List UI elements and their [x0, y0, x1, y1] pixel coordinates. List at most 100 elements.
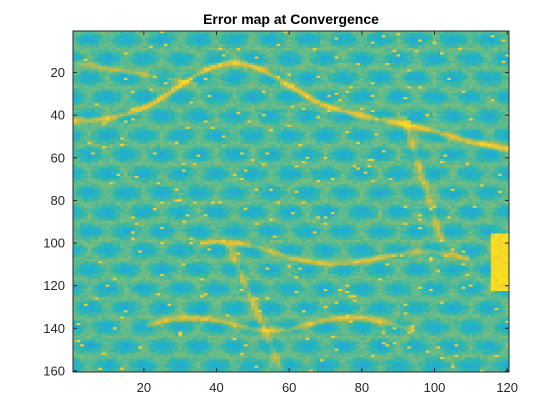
heatmap-cell: [261, 84, 266, 87]
heatmap-cell: [254, 62, 259, 66]
heatmap-cell: [483, 116, 488, 119]
heatmap-cell: [149, 69, 154, 72]
heatmap-cell: [214, 73, 219, 77]
heatmap-cell: [469, 50, 474, 53]
heatmap-cell: [312, 37, 317, 40]
heatmap-cell: [225, 50, 230, 53]
heatmap-cell: [138, 88, 143, 92]
heatmap-cell: [251, 35, 256, 38]
heatmap-cell: [461, 80, 466, 83]
heatmap-cell: [73, 58, 77, 62]
heatmap-cell: [167, 60, 172, 64]
heatmap-cell: [98, 73, 103, 77]
heatmap-cell: [261, 39, 266, 42]
heatmap-cell: [152, 75, 157, 79]
heatmap-cell: [320, 33, 325, 36]
heatmap-cell: [87, 107, 92, 111]
heatmap-cell: [182, 99, 186, 102]
heatmap-cell: [145, 86, 150, 89]
heatmap-cell: [465, 73, 470, 77]
heatmap-cell: [439, 94, 444, 98]
heatmap-cell: [349, 90, 354, 94]
heatmap-cell: [94, 33, 99, 36]
heatmap-cell: [182, 45, 186, 49]
heatmap-cell: [182, 58, 186, 62]
heatmap-cell: [469, 114, 474, 117]
heatmap-cell: [429, 109, 434, 113]
heatmap-cell: [80, 82, 85, 85]
heatmap-cell: [283, 62, 288, 66]
heatmap-cell: [414, 84, 419, 87]
heatmap-cell: [163, 48, 168, 51]
heatmap-cell: [309, 56, 314, 60]
heatmap-cell: [123, 88, 128, 92]
heatmap-cell: [298, 99, 303, 102]
heatmap-cell: [298, 111, 303, 115]
heatmap-cell: [432, 50, 437, 53]
heatmap-cell: [254, 73, 259, 77]
heatmap-cell: [407, 84, 412, 87]
heatmap-cell: [494, 71, 499, 74]
heatmap-cell: [287, 48, 292, 51]
heatmap-cell: [145, 31, 150, 34]
heatmap-cell: [443, 114, 448, 117]
heatmap-cell: [407, 50, 412, 53]
heatmap-cell: [301, 69, 306, 72]
heatmap-cell: [323, 109, 328, 113]
heatmap-cell: [323, 67, 328, 70]
heatmap-cell: [352, 58, 357, 62]
heatmap-cell: [490, 88, 495, 92]
heatmap-cell: [312, 43, 317, 47]
heatmap-cell: [203, 107, 208, 111]
heatmap-cell: [87, 82, 92, 85]
heatmap-cell: [479, 99, 484, 102]
heatmap-cell: [407, 73, 412, 77]
heatmap-cell: [334, 118, 339, 121]
heatmap-cell: [454, 88, 459, 92]
heatmap-cell: [472, 54, 477, 57]
heatmap-cell: [472, 56, 477, 60]
heatmap-cell: [283, 84, 288, 87]
heatmap-cell: [91, 37, 96, 40]
heatmap-cell: [171, 101, 176, 104]
heatmap-cell: [192, 73, 197, 77]
heatmap-cell: [102, 118, 107, 121]
heatmap-cell: [272, 45, 277, 49]
heatmap-cell: [323, 75, 328, 79]
heatmap-cell: [305, 107, 310, 111]
heatmap-cell: [156, 118, 161, 121]
heatmap-cell: [443, 48, 448, 51]
heatmap-cell: [421, 116, 426, 119]
heatmap-cell: [189, 37, 194, 40]
heatmap-cell: [461, 105, 466, 109]
heatmap-cell: [338, 65, 343, 68]
heatmap-cell: [439, 99, 444, 102]
heatmap-cell: [436, 62, 441, 66]
heatmap-cell: [134, 56, 139, 60]
heatmap-cell: [330, 69, 335, 72]
heatmap-cell: [291, 69, 295, 72]
heatmap-cell: [163, 41, 168, 45]
heatmap-cell: [236, 41, 241, 45]
heatmap-cell: [429, 75, 434, 79]
heatmap-cell: [120, 62, 125, 66]
heatmap-cell: [145, 60, 150, 64]
heatmap-cell: [258, 116, 263, 119]
heatmap-cell: [443, 97, 448, 100]
heatmap-cell: [490, 82, 495, 85]
heatmap-cell: [145, 107, 150, 111]
heatmap-cell: [356, 56, 361, 60]
heatmap-cell: [403, 109, 408, 113]
heatmap-cell: [320, 107, 325, 111]
heatmap-cell: [323, 58, 328, 62]
heatmap-cell: [127, 39, 132, 42]
heatmap-cell: [338, 62, 343, 66]
heatmap-cell: [436, 67, 441, 70]
heatmap-cell: [236, 77, 241, 81]
heatmap-cell: [258, 41, 263, 45]
heatmap-cell: [447, 114, 452, 117]
heatmap-cell: [167, 56, 172, 60]
heatmap-cell: [294, 97, 299, 100]
heatmap-cell: [389, 94, 394, 98]
heatmap-cell: [214, 69, 219, 72]
